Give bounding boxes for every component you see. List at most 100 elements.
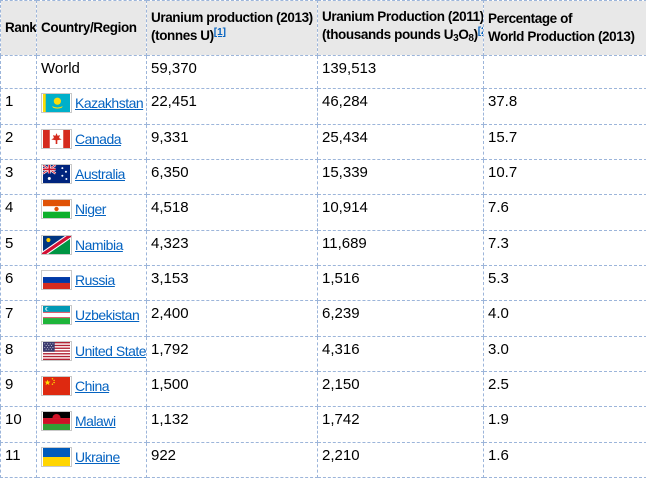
rank-header-label: Rank <box>5 20 37 35</box>
production-2011-header-line1: Uranium Production (2011) <box>322 9 484 24</box>
flag-canada-icon <box>41 128 72 149</box>
production-2013-cell: 4,518 <box>146 194 318 231</box>
production-2011-cell: 10,914 <box>317 194 484 231</box>
production-2011-header-line2: (thousands pounds U3O8)[2] <box>322 26 483 48</box>
flag-malawi-icon <box>41 411 72 432</box>
production-2011-cell: 11,689 <box>317 229 484 266</box>
production-2013-cell: 1,132 <box>146 406 318 443</box>
world-region-cell: World <box>36 54 147 90</box>
u3o8-subscript-3: 3 <box>453 33 459 44</box>
country-link-australia[interactable]: Australia <box>75 165 125 182</box>
percentage-cell: 3.0 <box>483 335 646 372</box>
flag-russia-icon <box>41 269 72 290</box>
country-link-niger[interactable]: Niger <box>75 201 106 218</box>
rank-cell: 3 <box>0 158 37 196</box>
country-cell: Russia <box>36 264 147 302</box>
country-link-ukraine[interactable]: Ukraine <box>75 448 120 465</box>
u3o8-subscript-8: 8 <box>468 33 474 44</box>
production-2013-cell: 1,500 <box>146 370 318 408</box>
world-row: World 59,370 139,513 <box>0 54 646 90</box>
production-2011-cell: 25,434 <box>317 123 484 160</box>
country-row: 5 Namibia 4,323 11,689 7.3 <box>0 229 646 266</box>
percentage-cell: 37.8 <box>483 88 646 125</box>
rank-cell: 6 <box>0 264 37 302</box>
rank-cell: 9 <box>0 370 37 408</box>
country-cell: Kazakhstan <box>36 88 147 125</box>
percentage-header-line2: World Production (2013) <box>488 29 635 44</box>
country-row: 11 Ukraine 922 2,210 1.6 <box>0 441 646 478</box>
world-production-2013-cell: 59,370 <box>146 54 318 90</box>
production-2013-cell: 4,323 <box>146 229 318 266</box>
rank-cell: 4 <box>0 194 37 231</box>
flag-ukraine-icon <box>41 446 72 467</box>
country-cell: United States <box>36 335 147 372</box>
country-row: 3 Australia 6,350 15,339 10.7 <box>0 158 646 196</box>
production-2013-cell: 1,792 <box>146 335 318 372</box>
percentage-cell: 7.3 <box>483 229 646 266</box>
country-header-label: Country/Region <box>41 20 137 35</box>
country-link-uzbekistan[interactable]: Uzbekistan <box>75 307 140 324</box>
world-percentage-cell <box>483 54 646 90</box>
flag-niger-icon <box>41 199 72 220</box>
production-2011-cell: 15,339 <box>317 158 484 196</box>
percentage-cell: 10.7 <box>483 158 646 196</box>
country-row: 7 Uzbekistan 2,400 6,239 4.0 <box>0 300 646 337</box>
country-row: 9 China 1,500 2,150 2.5 <box>0 370 646 408</box>
rank-cell: 10 <box>0 406 37 443</box>
percentage-cell: 7.6 <box>483 194 646 231</box>
percentage-cell: 1.6 <box>483 441 646 478</box>
country-link-united-states[interactable]: United States <box>75 342 147 359</box>
col-header-rank: Rank <box>0 0 37 56</box>
percentage-cell: 1.9 <box>483 406 646 443</box>
country-cell: Uzbekistan <box>36 300 147 337</box>
col-header-country: Country/Region <box>36 0 147 56</box>
country-cell: Ukraine <box>36 441 147 478</box>
reference-link-2[interactable]: [2] <box>477 26 483 37</box>
rank-cell: 11 <box>0 441 37 478</box>
country-link-malawi[interactable]: Malawi <box>75 413 116 430</box>
world-rank-cell <box>0 54 37 90</box>
country-row: 10 Malawi 1,132 1,742 1.9 <box>0 406 646 443</box>
flag-united-states-icon <box>41 340 72 361</box>
country-link-canada[interactable]: Canada <box>75 130 122 147</box>
production-2011-cell: 1,516 <box>317 264 484 302</box>
production-2013-cell: 922 <box>146 441 318 478</box>
flag-uzbekistan-icon <box>41 305 72 326</box>
flag-namibia-icon <box>41 234 72 255</box>
country-link-kazakhstan[interactable]: Kazakhstan <box>75 95 144 112</box>
country-cell: Niger <box>36 194 147 231</box>
production-2013-cell: 2,400 <box>146 300 318 337</box>
header-row: Rank Country/Region Uranium production (… <box>0 0 646 56</box>
rank-cell: 2 <box>0 123 37 160</box>
rank-cell: 1 <box>0 88 37 125</box>
flag-kazakhstan-icon <box>41 93 72 114</box>
production-2011-cell: 2,210 <box>317 441 484 478</box>
percentage-cell: 2.5 <box>483 370 646 408</box>
country-row: 2 Canada 9,331 25,434 15.7 <box>0 123 646 160</box>
country-row: 6 Russia 3,153 1,516 5.3 <box>0 264 646 302</box>
country-row: 1 Kazakhstan 22,451 46,284 37.8 <box>0 88 646 125</box>
rank-cell: 5 <box>0 229 37 266</box>
country-link-russia[interactable]: Russia <box>75 271 115 288</box>
country-link-china[interactable]: China <box>75 377 110 394</box>
production-2011-cell: 1,742 <box>317 406 484 443</box>
production-2011-cell: 6,239 <box>317 300 484 337</box>
production-2013-cell: 6,350 <box>146 158 318 196</box>
country-cell: Australia <box>36 158 147 196</box>
production-2013-cell: 3,153 <box>146 264 318 302</box>
percentage-cell: 5.3 <box>483 264 646 302</box>
country-link-namibia[interactable]: Namibia <box>75 236 123 253</box>
country-cell: China <box>36 370 147 408</box>
country-row: 8 United States 1,792 4,316 3.0 <box>0 335 646 372</box>
flag-china-icon <box>41 375 72 396</box>
production-2013-header-line2: (tonnes U)[1] <box>151 27 226 43</box>
production-2011-cell: 46,284 <box>317 88 484 125</box>
rank-cell: 8 <box>0 335 37 372</box>
production-2013-header-line1: Uranium production (2013) <box>151 10 313 25</box>
reference-link-1[interactable]: [1] <box>213 27 226 38</box>
production-2011-cell: 2,150 <box>317 370 484 408</box>
percentage-header-line1: Percentage of <box>488 11 573 26</box>
country-cell: Namibia <box>36 229 147 266</box>
